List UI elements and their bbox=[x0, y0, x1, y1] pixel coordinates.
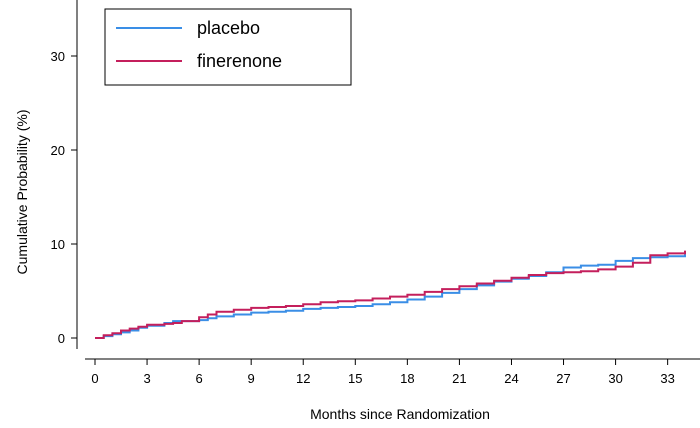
legend: placebo finerenone bbox=[104, 8, 352, 86]
x-tick-label: 12 bbox=[296, 371, 310, 386]
x-tick-label: 15 bbox=[348, 371, 362, 386]
legend-label-finerenone: finerenone bbox=[197, 51, 282, 71]
x-tick-label: 18 bbox=[400, 371, 414, 386]
x-tick-label: 21 bbox=[452, 371, 466, 386]
x-tick-label: 0 bbox=[91, 371, 98, 386]
y-tick-label: 20 bbox=[51, 143, 65, 158]
axes-layer: 0 10 20 30 0 3 6 9 12 15 18 21 24 27 30 33 bbox=[51, 0, 700, 386]
x-tick-label: 9 bbox=[248, 371, 255, 386]
series-line-finerenone bbox=[95, 250, 686, 339]
x-tick-label: 24 bbox=[504, 371, 518, 386]
y-axis-label: Cumulative Probability (%) bbox=[14, 110, 30, 275]
x-axis-label: Months since Randomization bbox=[310, 406, 490, 422]
y-tick-label: 10 bbox=[51, 237, 65, 252]
x-tick-label: 3 bbox=[143, 371, 150, 386]
legend-label-placebo: placebo bbox=[197, 18, 260, 38]
x-tick-label: 30 bbox=[608, 371, 622, 386]
x-tick-label: 6 bbox=[196, 371, 203, 386]
y-tick-label: 30 bbox=[51, 49, 65, 64]
y-tick-label: 0 bbox=[58, 331, 65, 346]
legend-box bbox=[104, 8, 352, 86]
x-tick-label: 33 bbox=[660, 371, 674, 386]
x-tick-label: 27 bbox=[556, 371, 570, 386]
series-layer bbox=[95, 250, 686, 339]
